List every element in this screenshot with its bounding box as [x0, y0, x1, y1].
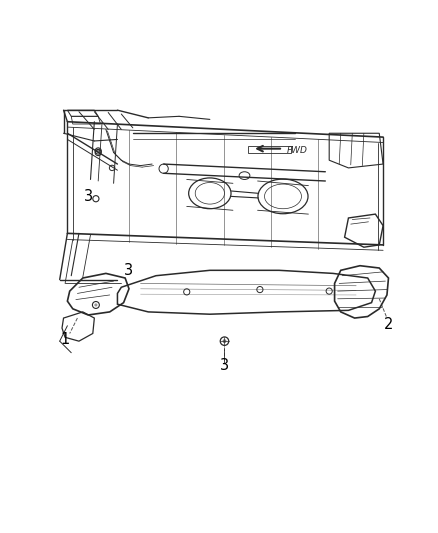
Ellipse shape	[94, 303, 97, 306]
Text: 3: 3	[84, 189, 93, 204]
Ellipse shape	[223, 339, 226, 343]
Text: 3: 3	[220, 358, 229, 373]
Text: 3: 3	[124, 263, 134, 278]
Ellipse shape	[97, 149, 100, 152]
Ellipse shape	[97, 151, 100, 154]
Text: 2: 2	[384, 317, 393, 332]
Text: 1: 1	[60, 332, 70, 347]
Text: FWD: FWD	[287, 147, 308, 156]
